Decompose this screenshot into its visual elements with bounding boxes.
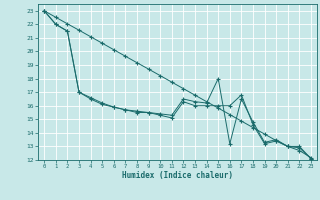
X-axis label: Humidex (Indice chaleur): Humidex (Indice chaleur) bbox=[122, 171, 233, 180]
